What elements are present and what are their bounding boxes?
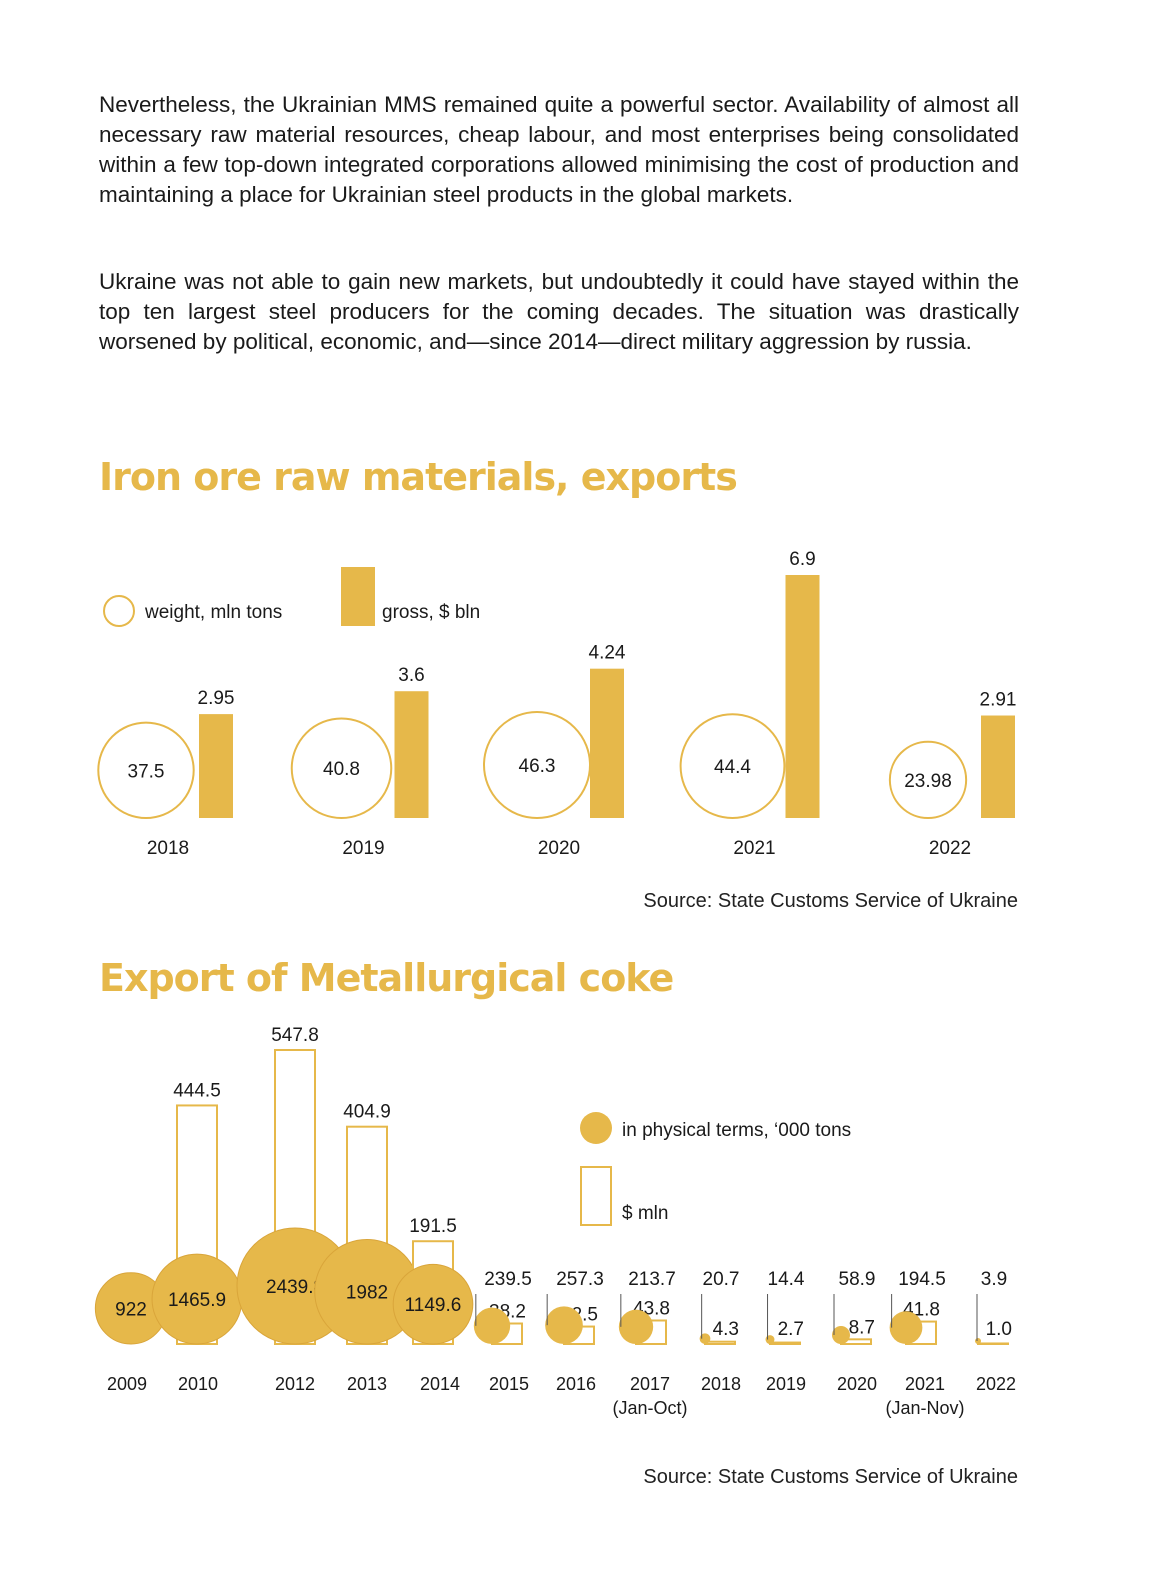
gross-value-label: 6.9 (789, 549, 815, 570)
legend-circle-icon (580, 1112, 612, 1144)
year-tick-label: 2018 (147, 838, 189, 859)
physical-value-label: 14.4 (768, 1269, 805, 1290)
legend-bar-icon (580, 1166, 612, 1226)
physical-value-label: 2439.8 (266, 1277, 324, 1298)
gross-value-label: 2.91 (980, 690, 1017, 711)
mln-value-label: 2.7 (778, 1319, 804, 1340)
physical-value-label: 58.9 (839, 1269, 876, 1290)
physical-circle (889, 1311, 923, 1344)
mln-value-label: 4.3 (713, 1319, 739, 1340)
gross-value-label: 4.24 (589, 643, 626, 664)
year-tick-label: 2020 (837, 1374, 877, 1394)
year-tick-label: 2014 (420, 1374, 460, 1394)
physical-circle (831, 1325, 851, 1344)
year-tick-label: 2021 (733, 838, 775, 859)
weight-circle (888, 740, 968, 819)
weight-value-label: 46.3 (519, 756, 556, 777)
physical-circle (765, 1335, 775, 1344)
legend-label-physical: in physical terms, ‘000 tons (622, 1120, 851, 1141)
weight-circle (679, 713, 786, 819)
physical-value-label: 257.3 (556, 1269, 604, 1290)
gross-value-label: 2.95 (198, 688, 235, 709)
physical-value-label: 1982 (346, 1283, 388, 1304)
physical-circle (545, 1306, 583, 1344)
mln-bar (977, 1342, 1009, 1346)
gross-bar (590, 668, 624, 818)
year-tick-label: 2019 (766, 1374, 806, 1394)
weight-value-label: 37.5 (128, 761, 165, 782)
source-note-coke: Source: State Customs Service of Ukraine (643, 1466, 1018, 1488)
year-tick-label: 2015 (489, 1374, 529, 1394)
physical-value-label: 922 (115, 1299, 147, 1320)
year-tick-label: 2018 (701, 1374, 741, 1394)
legend-label-gross: gross, $ bln (382, 602, 480, 623)
gross-bar (981, 715, 1015, 818)
weight-value-label: 44.4 (714, 757, 751, 778)
physical-circle (975, 1338, 981, 1344)
legend-circle-icon (103, 595, 135, 627)
legend-label-mln: $ mln (622, 1203, 668, 1224)
physical-value-label: 1465.9 (168, 1290, 226, 1311)
weight-circle (97, 721, 195, 820)
source-note-iron-ore: Source: State Customs Service of Ukraine (643, 890, 1018, 912)
gross-bar (199, 714, 233, 818)
physical-value-label: 3.9 (981, 1269, 1007, 1290)
paragraph-2: Ukraine was not able to gain new markets… (99, 269, 1019, 354)
physical-circle (618, 1309, 654, 1344)
year-tick-label: 2021 (905, 1374, 945, 1394)
gross-bar (394, 691, 429, 818)
year-tick-label: 2022 (929, 838, 971, 859)
physical-value-label: 20.7 (703, 1269, 740, 1290)
year-tick-label: 2009 (107, 1374, 147, 1394)
year-tick-label: 2020 (538, 838, 580, 859)
legend-label-weight: weight, mln tons (144, 602, 282, 623)
mln-value-label: 1.0 (986, 1319, 1012, 1340)
mln-value-label: 444.5 (173, 1080, 221, 1101)
mln-bar (769, 1341, 801, 1346)
mln-value-label: 404.9 (343, 1102, 391, 1123)
mln-value-label: 8.7 (849, 1317, 875, 1338)
year-note-label: (Jan-Nov) (885, 1398, 964, 1418)
iron-ore-chart: weight, mln tons gross, $ bln 37.5 2.95 2018… (97, 549, 1017, 859)
mln-bar (704, 1340, 736, 1346)
gross-value-label: 3.6 (398, 665, 424, 686)
legend-bar-icon (341, 567, 375, 626)
weight-value-label: 40.8 (323, 759, 360, 780)
physical-circle (699, 1333, 711, 1344)
paragraph-1: Nevertheless, the Ukrainian MMS remained… (99, 92, 1019, 207)
physical-value-label: 1149.6 (405, 1295, 462, 1316)
year-tick-label: 2013 (347, 1374, 387, 1394)
year-tick-label: 2022 (976, 1374, 1016, 1394)
physical-value-label: 213.7 (628, 1269, 676, 1290)
physical-circle (473, 1307, 511, 1344)
year-note-label: (Jan-Oct) (612, 1398, 687, 1418)
chart-title-coke: Export of Metallurgical coke (99, 956, 674, 1000)
chart-title-iron-ore: Iron ore raw materials, exports (99, 455, 738, 499)
mln-value-label: 547.8 (271, 1025, 319, 1046)
year-tick-label: 2012 (275, 1374, 315, 1394)
year-tick-label: 2016 (556, 1374, 596, 1394)
year-tick-label: 2017 (630, 1374, 670, 1394)
year-tick-label: 2019 (342, 838, 384, 859)
gross-bar (785, 575, 820, 818)
weight-value-label: 23.98 (904, 771, 952, 792)
mln-value-label: 191.5 (409, 1216, 457, 1237)
coke-chart: in physical terms, ‘000 tons $ mln 922 2009… (94, 1025, 1016, 1418)
physical-circle (392, 1263, 474, 1345)
weight-circle (290, 717, 393, 819)
physical-value-label: 194.5 (898, 1269, 946, 1290)
year-tick-label: 2010 (178, 1374, 218, 1394)
physical-value-label: 239.5 (484, 1269, 532, 1290)
